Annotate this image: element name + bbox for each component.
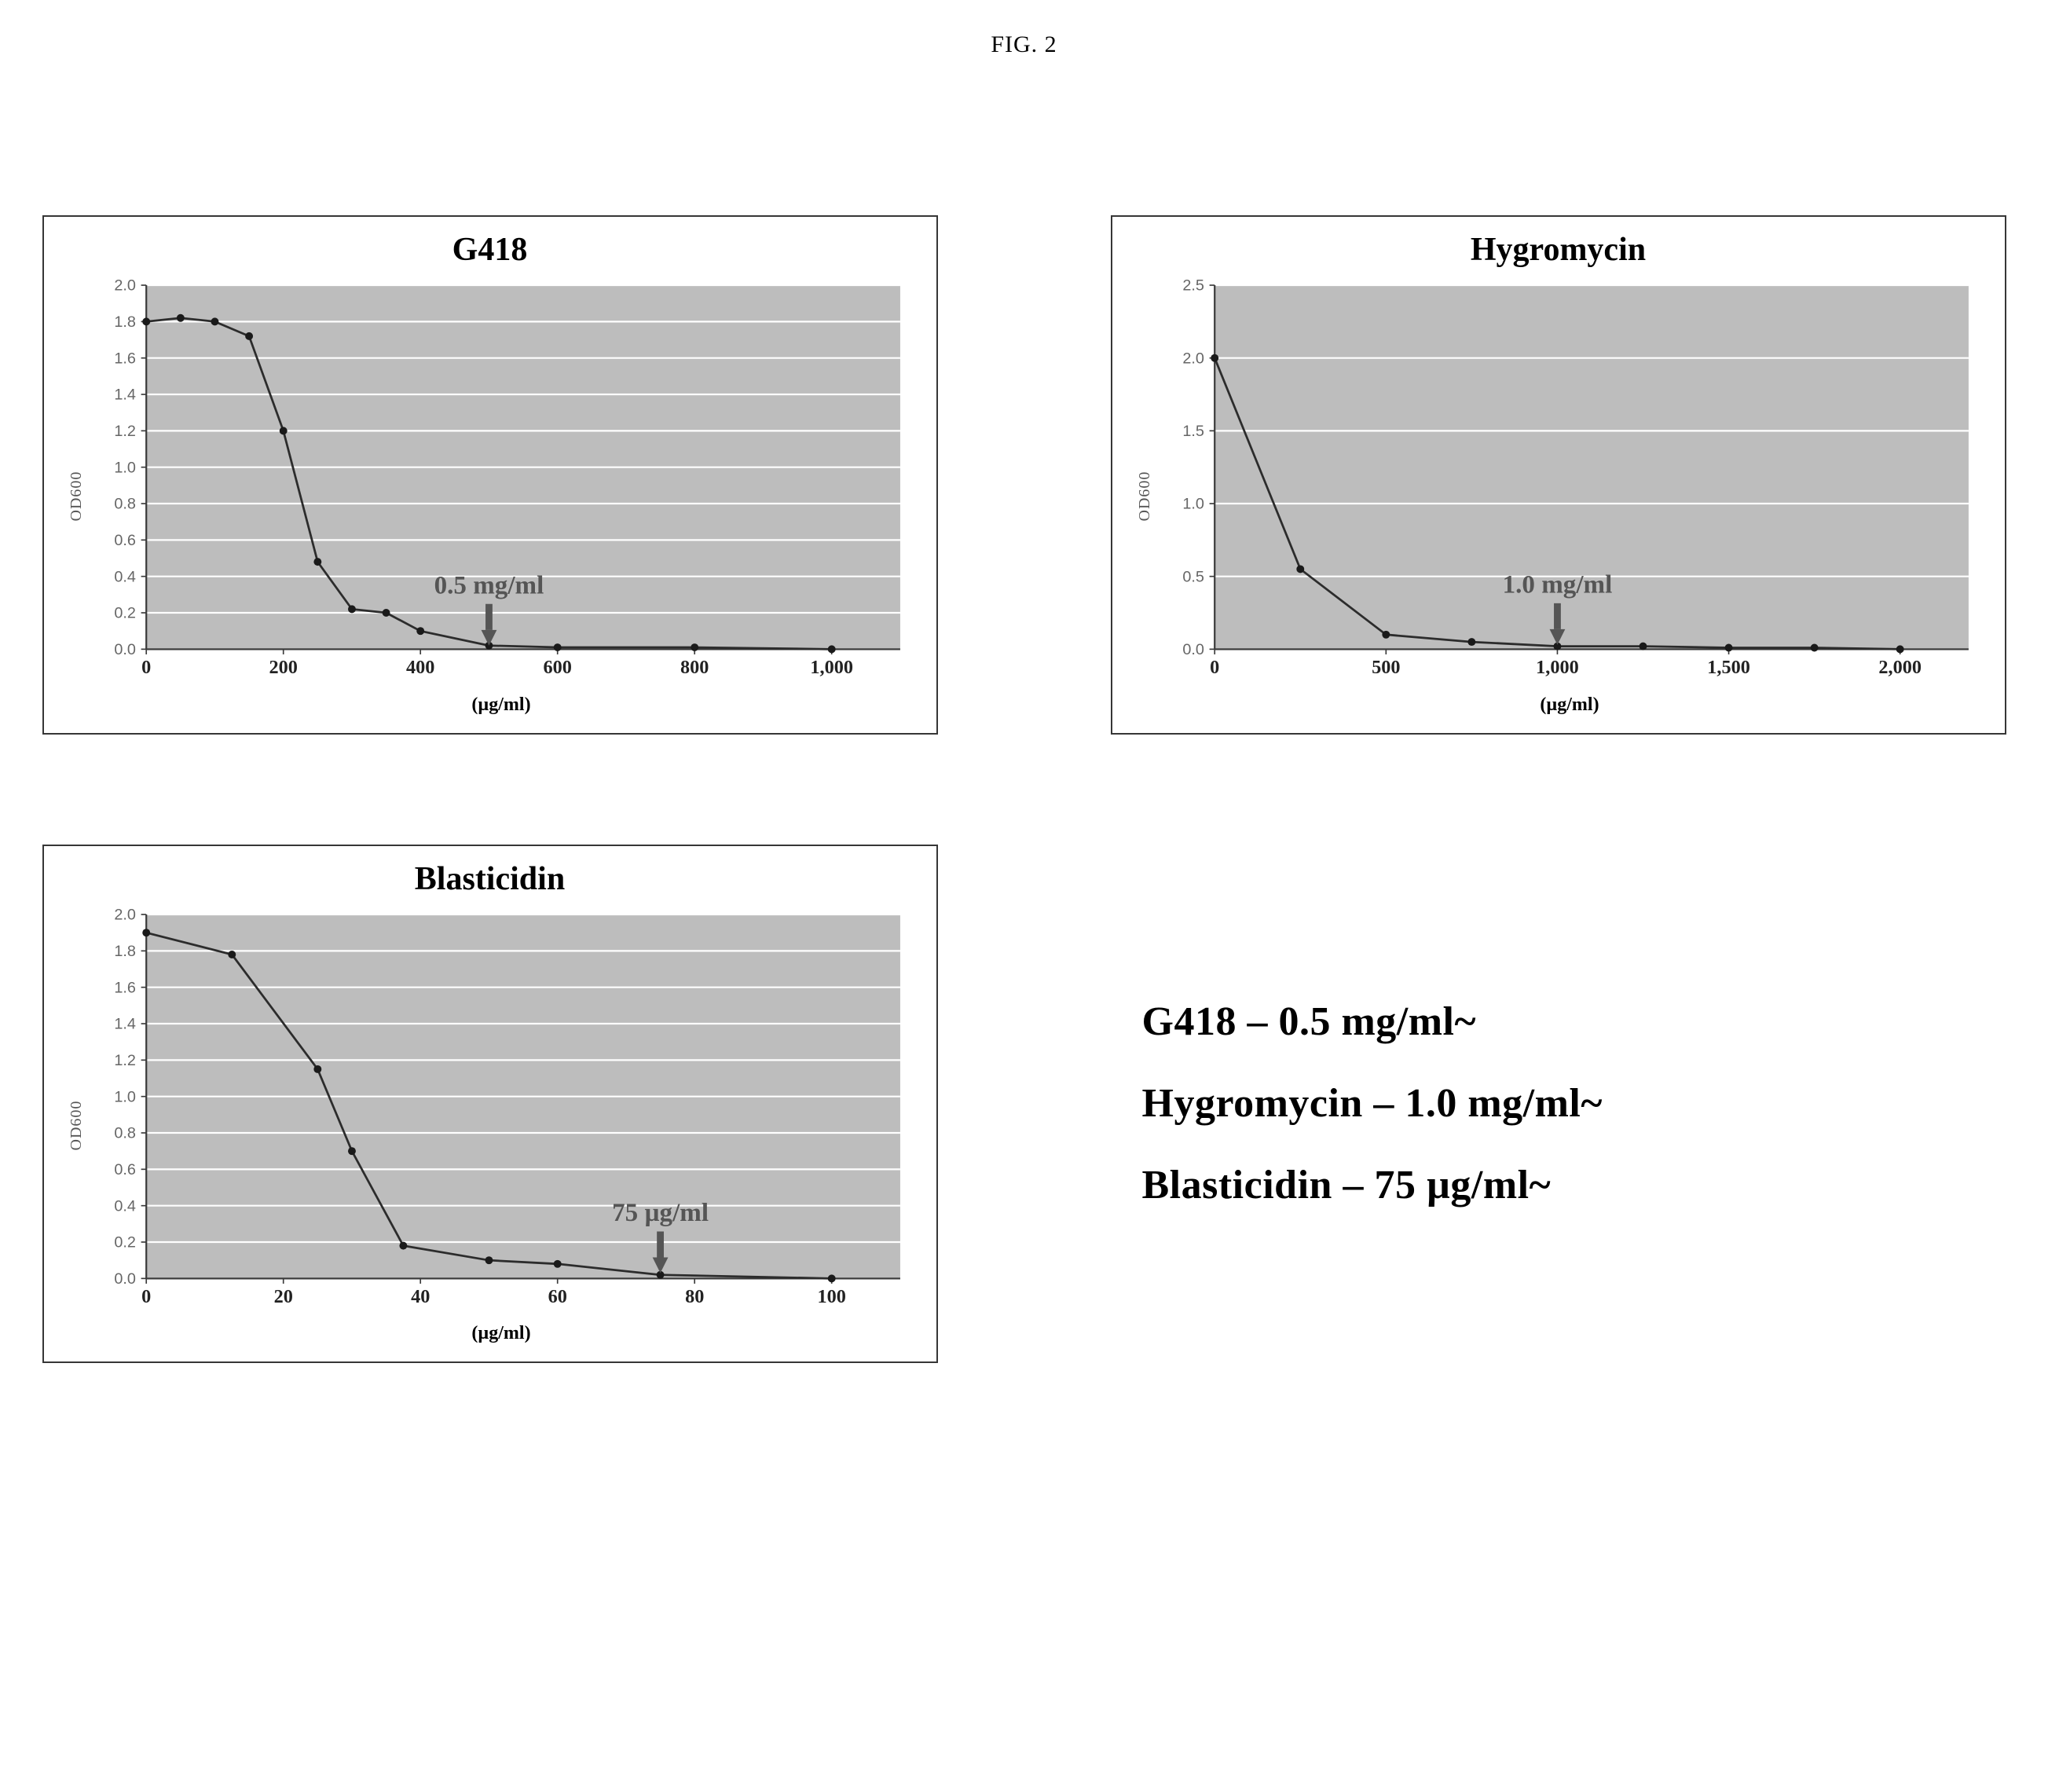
svg-text:0.0: 0.0: [1182, 641, 1204, 658]
svg-text:1.4: 1.4: [114, 387, 136, 404]
panel-blasticidin: Blasticidin OD600 0.0 0.2 0.4 0.6 0.8 1.0 1.2 1…: [42, 845, 938, 1364]
svg-text:0.0: 0.0: [114, 1270, 136, 1287]
svg-text:1.4: 1.4: [114, 1015, 136, 1032]
panel-title: G418: [63, 231, 918, 269]
svg-text:2.0: 2.0: [114, 277, 136, 295]
y-axis-label: OD600: [63, 277, 86, 716]
svg-text:1.6: 1.6: [114, 979, 136, 996]
svg-text:1.5: 1.5: [1182, 423, 1204, 440]
svg-text:1.2: 1.2: [114, 423, 136, 440]
svg-text:0.8: 0.8: [114, 1124, 136, 1142]
svg-text:200: 200: [269, 657, 297, 678]
summary-line: Hygromycin – 1.0 mg/ml~: [1142, 1063, 2006, 1145]
svg-text:75 µg/ml: 75 µg/ml: [612, 1199, 709, 1227]
svg-text:2,000: 2,000: [1878, 657, 1922, 678]
svg-text:1.6: 1.6: [114, 350, 136, 367]
svg-text:1,000: 1,000: [1536, 657, 1579, 678]
svg-text:2.0: 2.0: [1182, 350, 1204, 367]
svg-text:1.0 mg/ml: 1.0 mg/ml: [1502, 571, 1612, 599]
svg-text:60: 60: [548, 1286, 566, 1307]
svg-text:0.0: 0.0: [114, 641, 136, 658]
svg-text:500: 500: [1372, 657, 1400, 678]
svg-text:0.4: 0.4: [114, 568, 136, 585]
panel-title: Blasticidin: [63, 860, 918, 898]
summary-line: Blasticidin – 75 µg/ml~: [1142, 1145, 2006, 1226]
svg-text:0.5: 0.5: [1182, 568, 1204, 585]
summary-block: G418 – 0.5 mg/ml~ Hygromycin – 1.0 mg/ml…: [1111, 845, 2006, 1364]
svg-text:40: 40: [411, 1286, 430, 1307]
x-axis-label: (µg/ml): [1154, 694, 1986, 716]
summary-line: G418 – 0.5 mg/ml~: [1142, 981, 2006, 1063]
svg-text:80: 80: [685, 1286, 704, 1307]
svg-text:1.0: 1.0: [1182, 496, 1204, 513]
svg-text:2.5: 2.5: [1182, 277, 1204, 295]
svg-text:400: 400: [406, 657, 434, 678]
svg-text:1.8: 1.8: [114, 313, 136, 331]
figure-caption: FIG. 2: [42, 31, 2006, 58]
svg-text:20: 20: [273, 1286, 292, 1307]
panel-g418: G418 OD600 0.0 0.2 0.4 0.6 0.8 1.0 1.2 1.4 1.6 1.…: [42, 215, 938, 735]
y-axis-label: OD600: [1131, 277, 1154, 716]
chart-blasticidin: 0.0 0.2 0.4 0.6 0.8 1.0 1.2 1.4 1.6 1.8 2.0 0 20 40 60…: [86, 906, 918, 1322]
svg-text:1.8: 1.8: [114, 942, 136, 959]
svg-text:600: 600: [543, 657, 571, 678]
x-axis-label: (µg/ml): [86, 694, 918, 716]
svg-text:0: 0: [1210, 657, 1219, 678]
svg-text:0.6: 0.6: [114, 1160, 136, 1178]
svg-text:800: 800: [680, 657, 709, 678]
x-axis-label: (µg/ml): [86, 1323, 918, 1344]
svg-text:1.2: 1.2: [114, 1051, 136, 1068]
svg-text:0: 0: [141, 1286, 151, 1307]
svg-text:0.2: 0.2: [114, 605, 136, 622]
svg-text:1,000: 1,000: [810, 657, 853, 678]
svg-text:0.4: 0.4: [114, 1197, 136, 1215]
svg-text:0.6: 0.6: [114, 532, 136, 549]
chart-grid: G418 OD600 0.0 0.2 0.4 0.6 0.8 1.0 1.2 1.4 1.6 1.…: [42, 215, 2006, 1363]
svg-text:1.0: 1.0: [114, 459, 136, 476]
svg-text:0.8: 0.8: [114, 496, 136, 513]
chart-g418: 0.0 0.2 0.4 0.6 0.8 1.0 1.2 1.4 1.6 1.8 2.0 0 200 400…: [86, 277, 918, 693]
svg-text:1,500: 1,500: [1707, 657, 1750, 678]
y-axis-label: OD600: [63, 906, 86, 1345]
chart-hygromycin: 0.0 0.5 1.0 1.5 2.0 2.5 0 500 1,000 1,500 2,000 1.0…: [1154, 277, 1986, 693]
svg-text:1.0: 1.0: [114, 1088, 136, 1105]
svg-text:100: 100: [817, 1286, 845, 1307]
svg-text:2.0: 2.0: [114, 906, 136, 923]
svg-text:0.2: 0.2: [114, 1233, 136, 1251]
svg-text:0.5 mg/ml: 0.5 mg/ml: [434, 572, 544, 600]
panel-hygromycin: Hygromycin OD600 0.0 0.5 1.0 1.5 2.0 2.5 0 500 1…: [1111, 215, 2006, 735]
panel-title: Hygromycin: [1131, 231, 1986, 269]
svg-text:0: 0: [141, 657, 151, 678]
